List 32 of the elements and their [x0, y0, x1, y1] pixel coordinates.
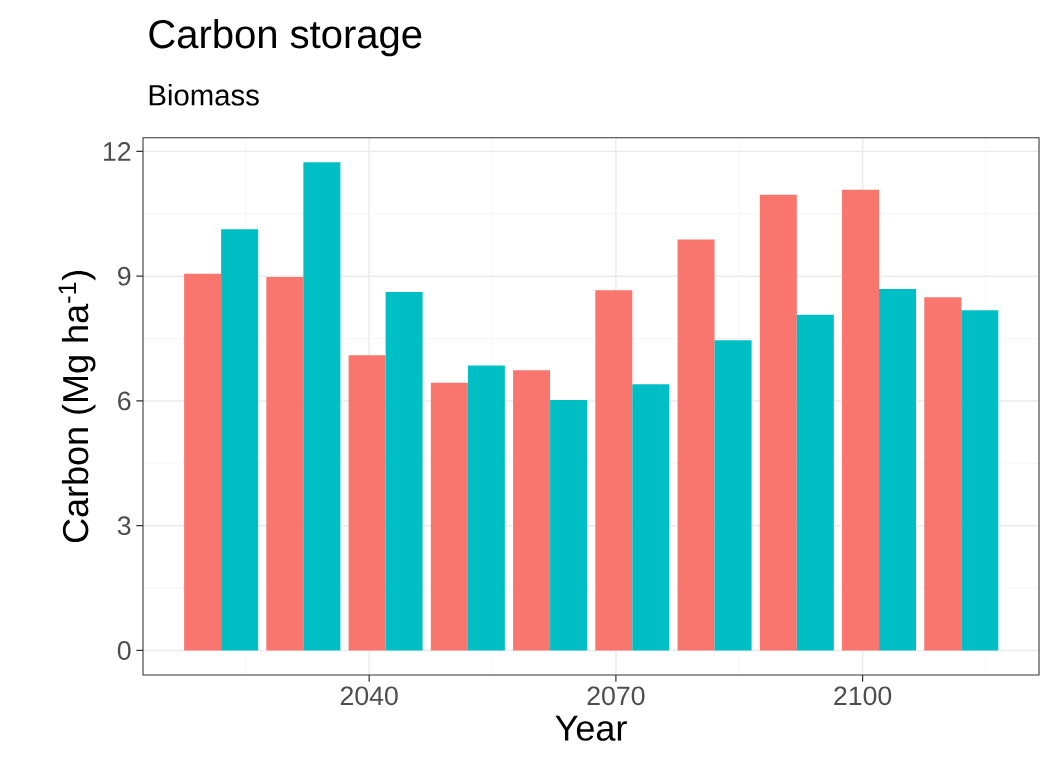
bar [467, 365, 505, 651]
bar [266, 276, 304, 651]
bar [303, 162, 341, 651]
x-axis-title: Year [555, 715, 627, 741]
bar [430, 382, 468, 651]
y-axis-title: Carbon (Mg ha$^{-1}$) [58, 270, 96, 543]
bar [550, 400, 588, 651]
bar [759, 194, 797, 651]
bar [221, 229, 259, 651]
bar [632, 384, 670, 651]
bar [348, 355, 386, 651]
bar [595, 290, 633, 651]
y-tick-label: 3 [117, 516, 131, 536]
x-tick-label: 2100 [834, 686, 892, 706]
bar [961, 310, 999, 651]
bar [924, 297, 962, 651]
bar [385, 291, 423, 651]
chart-title: Carbon storage [149, 19, 422, 57]
bar [184, 273, 222, 651]
y-tick-label: 12 [103, 142, 131, 161]
y-tick-label: 0 [117, 641, 131, 660]
bar [842, 189, 880, 651]
bar [677, 239, 715, 651]
bar [796, 314, 834, 651]
chart-subtitle: Biomass [149, 84, 259, 106]
bar [714, 340, 752, 651]
y-tick-label: 6 [118, 391, 131, 411]
bar [513, 370, 551, 651]
x-tick-label: 2040 [340, 686, 398, 706]
x-tick-label: 2070 [587, 686, 645, 706]
bar [879, 289, 917, 651]
y-tick-label: 9 [118, 266, 131, 286]
